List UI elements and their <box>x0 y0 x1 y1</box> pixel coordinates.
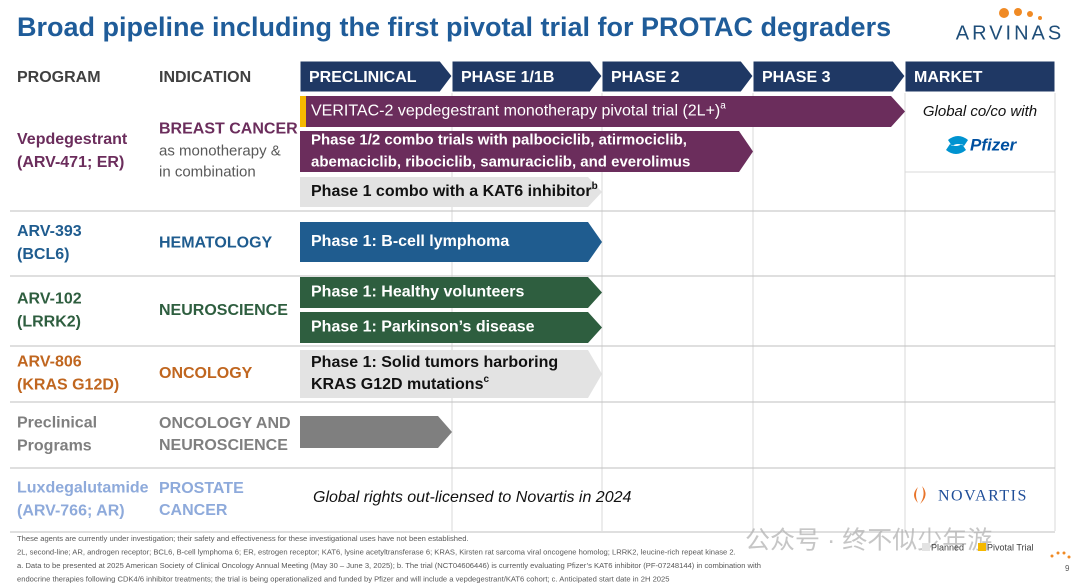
program-name: (LRRK2) <box>17 314 81 331</box>
bar-label: Phase 1: Solid tumors harboring <box>311 354 558 371</box>
superscript: c <box>483 374 489 385</box>
column-header: PROGRAM <box>17 69 101 86</box>
bar-label: Phase 1 combo with a KAT6 inhibitorb <box>311 181 598 201</box>
program-name: ARV-102 <box>17 291 82 308</box>
page-number: 9 <box>1065 564 1070 573</box>
column-header: INDICATION <box>159 69 251 86</box>
novartis-mark <box>914 486 926 504</box>
program-name: Vepdegestrant <box>17 131 128 148</box>
bar-label: Phase 1: Parkinson’s disease <box>311 319 535 336</box>
phase-label: PHASE 2 <box>611 69 680 86</box>
pipeline-arrow <box>300 222 602 262</box>
program-name: Programs <box>17 438 92 455</box>
footnote: These agents are currently under investi… <box>17 534 469 543</box>
phase-header <box>451 60 603 93</box>
bar-label: Phase 1: Healthy volunteers <box>311 284 525 301</box>
pipeline-arrow <box>300 416 452 448</box>
watermark: 公众号 · 终不似少年游 <box>745 527 992 555</box>
legend-swatch <box>922 543 930 551</box>
program-name: Preclinical <box>17 415 97 432</box>
pipeline-arrow <box>300 350 602 398</box>
program-name: (ARV-471; ER) <box>17 154 124 171</box>
phase-header <box>299 60 453 93</box>
partner-logo: NOVARTIS <box>938 488 1028 505</box>
superscript: a <box>720 100 726 111</box>
title: Broad pipeline including the first pivot… <box>17 12 891 42</box>
bar-label: VERITAC-2 vepdegestrant monotherapy pivo… <box>311 100 726 120</box>
phase-label: PRECLINICAL <box>309 69 417 86</box>
pivotal-marker <box>300 96 306 127</box>
indication: CANCER <box>159 502 228 519</box>
legend-label: Pivotal Trial <box>987 542 1034 552</box>
licensing-note: Global rights out-licensed to Novartis i… <box>313 489 631 506</box>
superscript: b <box>592 181 598 192</box>
pipeline-arrow <box>300 131 753 172</box>
bar-label: Phase 1/2 combo trials with palbociclib,… <box>311 131 687 148</box>
program-name: (KRAS G12D) <box>17 377 119 394</box>
phase-label: PHASE 3 <box>762 69 831 86</box>
bar-label-text: VERITAC-2 vepdegestrant monotherapy pivo… <box>311 103 720 120</box>
bar-label-text: Phase 1 combo with a KAT6 inhibitor <box>311 183 592 200</box>
program-name: (BCL6) <box>17 246 69 263</box>
pipeline-arrow <box>300 96 905 127</box>
bar-label: Phase 1: B-cell lymphoma <box>311 233 509 250</box>
pipeline-arrow <box>300 177 602 207</box>
logo-dots <box>999 8 1042 20</box>
corner-dots <box>1050 551 1071 559</box>
phase-header <box>904 60 1056 93</box>
bar-label: abemaciclib, ribociclib, samuraciclib, a… <box>311 153 690 170</box>
pfizer-mark <box>946 136 968 154</box>
legend-swatch <box>978 543 986 551</box>
program-name: ARV-806 <box>17 354 82 371</box>
program-name: (ARV-766; AR) <box>17 503 125 520</box>
indication: ONCOLOGY <box>159 365 253 382</box>
phase-header <box>601 60 754 93</box>
bar-label-text: KRAS G12D mutations <box>311 376 484 393</box>
indication: ONCOLOGY AND <box>159 415 291 432</box>
program-name: Luxdegalutamide <box>17 480 149 497</box>
logo: ARVINAS <box>956 22 1064 44</box>
indication: NEUROSCIENCE <box>159 302 288 319</box>
footnote: 2L, second-line; AR, androgen receptor; … <box>17 548 736 557</box>
indication-note: in combination <box>159 163 256 180</box>
pipeline-arrow <box>300 312 602 343</box>
footnote: a. Data to be presented at 2025 American… <box>17 561 761 570</box>
indication: HEMATOLOGY <box>159 235 273 252</box>
market-note: Global co/co with <box>923 103 1037 120</box>
legend-label: Planned <box>931 542 964 552</box>
partner-logo: Pfizer <box>970 135 1018 154</box>
indication-note: as monotherapy & <box>159 142 281 159</box>
program-name: ARV-393 <box>17 223 82 240</box>
phase-header <box>752 60 906 93</box>
phase-label: PHASE 1/1B <box>461 69 554 86</box>
footnote: endocrine therapies following CDK4/6 inh… <box>17 575 669 584</box>
pipeline-arrow <box>300 277 602 308</box>
indication: PROSTATE <box>159 480 244 497</box>
phase-label: MARKET <box>914 69 983 86</box>
bar-label: KRAS G12D mutationsc <box>311 374 489 394</box>
indication: NEUROSCIENCE <box>159 437 288 454</box>
indication: BREAST CANCER <box>159 121 298 138</box>
